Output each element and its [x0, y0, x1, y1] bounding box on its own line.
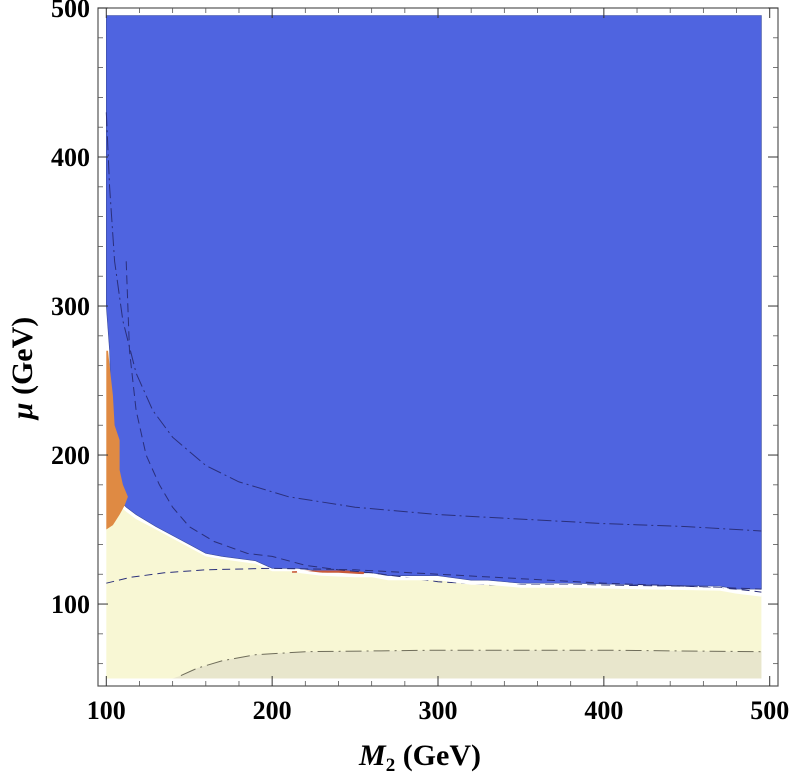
y-tick-label: 300 [51, 292, 90, 321]
x-axis-label-sub: 2 [386, 755, 396, 776]
ticks-layer [98, 7, 778, 686]
y-axis-label-main: μ [6, 403, 39, 422]
tick-labels-layer: 100 200 300 400 500 100 200 300 400 500 [51, 0, 789, 725]
y-axis-label-unit: (GeV) [6, 317, 39, 403]
x-tick-label: 100 [87, 696, 126, 725]
x-tick-label: 400 [584, 696, 623, 725]
orange-region [106, 350, 128, 530]
x-tick-label: 300 [419, 696, 458, 725]
region-boundary-line [296, 569, 762, 597]
contour-lines-layer [105, 112, 762, 677]
x-axis-label-main: M [358, 739, 387, 772]
yellow-region [106, 505, 762, 679]
contour-gray-boundary [180, 649, 762, 677]
x-axis-label: M2 (GeV) [358, 739, 481, 776]
y-tick-label: 200 [51, 441, 90, 470]
gray-region [172, 650, 762, 679]
contour-lower-dashed [106, 567, 762, 593]
y-tick-label: 100 [51, 590, 90, 619]
y-tick-label: 400 [51, 143, 90, 172]
blue-region [106, 15, 762, 590]
x-tick-label: 200 [253, 696, 292, 725]
contour-upper-dashed [105, 112, 762, 532]
contour-middle-dashed [125, 261, 762, 590]
y-axis-label: μ (GeV) [6, 317, 39, 421]
y-tick-label: 500 [51, 0, 90, 23]
x-axis-label-unit: (GeV) [395, 739, 481, 772]
x-tick-label: 500 [750, 696, 789, 725]
regions-layer [106, 15, 762, 679]
